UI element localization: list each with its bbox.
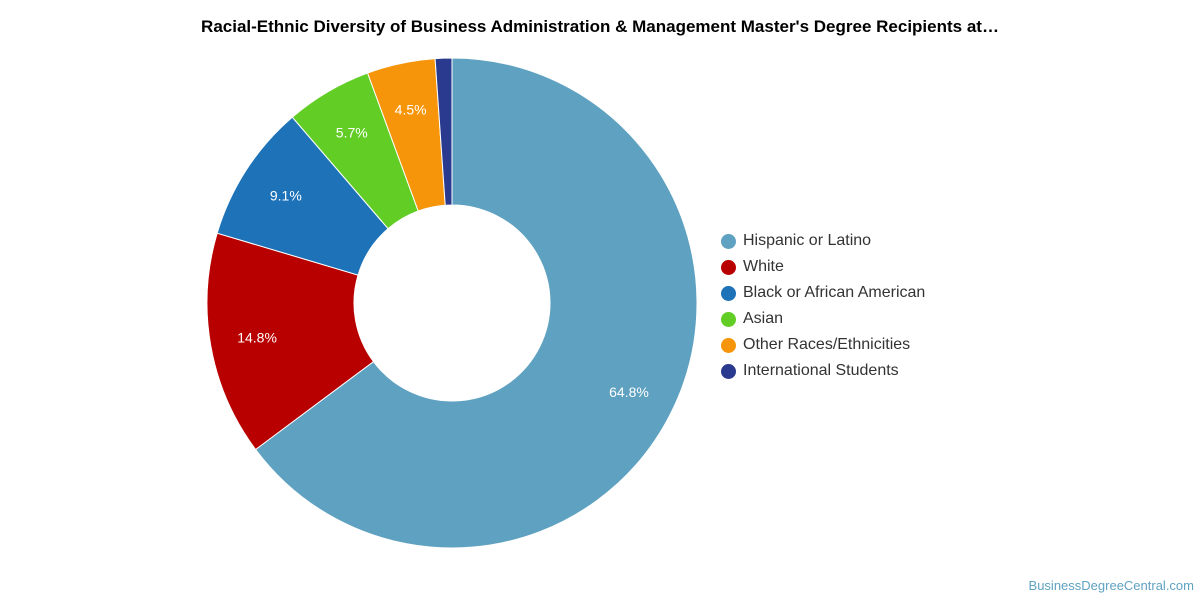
slice-hispanic-or-latino[interactable]: [254, 57, 698, 549]
slice-white[interactable]: [206, 232, 375, 451]
legend-item-international-students[interactable]: International Students: [721, 358, 925, 384]
slice-international-students[interactable]: [434, 57, 453, 206]
legend-swatch: [721, 285, 736, 301]
legend-item-hispanic-or-latino[interactable]: Hispanic or Latino: [721, 228, 925, 254]
legend-item-black-or-african-american[interactable]: Black or African American: [721, 280, 925, 306]
legend-label: Other Races/Ethnicities: [743, 336, 911, 353]
legend-swatch: [721, 363, 736, 379]
legend-item-asian[interactable]: Asian: [721, 306, 925, 332]
slice-label-white: 14.8%: [237, 330, 277, 346]
legend-swatch: [721, 259, 736, 275]
watermark[interactable]: BusinessDegreeCentral.com: [1028, 578, 1194, 593]
legend-label: Asian: [743, 310, 784, 327]
legend-label: International Students: [743, 362, 899, 379]
legend-swatch: [721, 337, 736, 353]
legend: Hispanic or Latino White Black or Africa…: [721, 228, 925, 384]
slice-label-other-races-ethnicities: 4.5%: [395, 101, 427, 117]
legend-label: Black or African American: [743, 284, 926, 301]
legend-swatch: [721, 233, 736, 249]
legend-item-white[interactable]: White: [721, 254, 925, 280]
slice-label-hispanic-or-latino: 64.8%: [609, 384, 649, 400]
legend-label: White: [743, 258, 784, 275]
legend-label: Hispanic or Latino: [743, 232, 872, 249]
chart-title: Racial-Ethnic Diversity of Business Admi…: [201, 17, 999, 36]
legend-swatch: [721, 311, 736, 327]
legend-item-other-races-ethnicities[interactable]: Other Races/Ethnicities: [721, 332, 925, 358]
slice-label-asian: 5.7%: [336, 124, 368, 140]
slice-label-black-or-african-american: 9.1%: [270, 187, 302, 203]
